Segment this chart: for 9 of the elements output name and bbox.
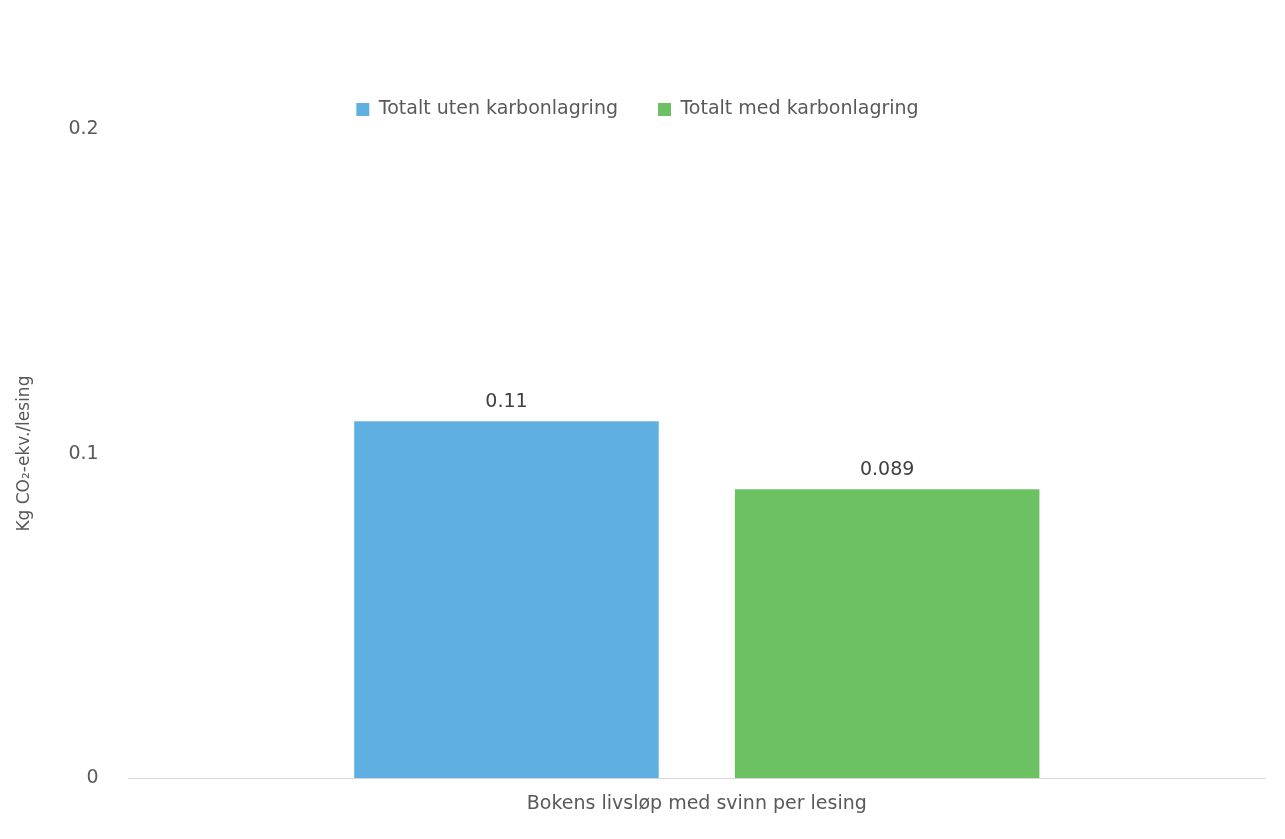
y-tick-label: 0.1 — [68, 440, 99, 463]
y-axis-title: Kg CO₂-ekv./lesing — [12, 375, 33, 532]
y-tick-label: 0.2 — [68, 115, 99, 138]
data-label: 0.089 — [859, 456, 915, 479]
legend-label: Totalt uten karbonlagring — [377, 96, 618, 119]
data-label: 0.11 — [485, 388, 528, 411]
x-tick-label: Bokens livsløp med svinn per lesing — [526, 790, 867, 813]
legend-label: Totalt med karbonlagring — [679, 96, 919, 119]
y-tick-label: 0 — [86, 765, 99, 788]
